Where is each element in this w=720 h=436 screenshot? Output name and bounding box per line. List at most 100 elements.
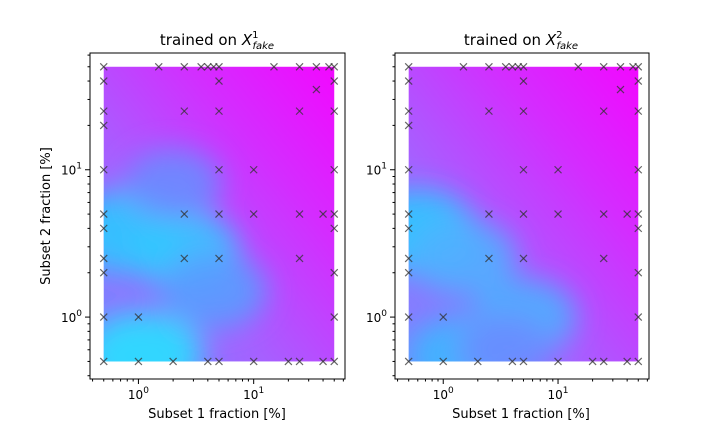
sample-point-marker <box>484 107 493 116</box>
sample-point-marker <box>249 210 258 219</box>
sample-point-marker <box>484 210 493 219</box>
subplot-1: trained on X1 fake 100 101 100 101 Subset 1 … <box>39 30 346 422</box>
sample-point-marker <box>330 210 339 219</box>
x-tick-label: 101 <box>243 386 264 402</box>
sample-point-marker <box>634 313 643 322</box>
x-tick-label: 100 <box>433 386 454 402</box>
sample-point-marker <box>330 357 339 366</box>
sample-point-marker <box>249 357 258 366</box>
sample-point-marker <box>215 254 223 263</box>
sample-point-marker <box>295 210 304 219</box>
subplot-1-ylabel: Subset 2 fraction [%] <box>39 147 54 285</box>
sample-point-marker <box>404 357 413 366</box>
sample-point-marker <box>508 357 517 366</box>
sample-point-marker <box>484 254 493 263</box>
sample-point-marker <box>599 210 608 219</box>
sample-point-marker <box>270 62 278 71</box>
sample-point-marker <box>404 313 413 322</box>
contour-low-region <box>410 220 517 297</box>
subplot-1-title: trained on X1 fake <box>160 30 274 52</box>
sample-point-marker <box>215 62 223 71</box>
sample-point-marker <box>330 313 339 322</box>
sample-point-marker <box>519 357 528 366</box>
sample-point-marker <box>312 85 321 94</box>
sample-point-marker <box>215 357 223 366</box>
sample-point-marker <box>319 210 327 219</box>
sample-point-marker <box>330 107 339 116</box>
sample-point-marker <box>134 313 143 322</box>
sample-point-marker <box>99 121 108 130</box>
sample-point-marker <box>404 121 413 130</box>
sample-point-marker <box>134 357 143 366</box>
sample-point-marker <box>404 107 413 116</box>
x-tick-label: 100 <box>128 386 149 402</box>
sample-point-marker <box>169 357 178 366</box>
x-tick-label: 101 <box>548 386 569 402</box>
y-tick-label: 100 <box>366 309 387 325</box>
sample-point-marker <box>330 77 339 85</box>
sample-point-marker <box>634 224 643 233</box>
sample-point-marker <box>554 165 562 174</box>
sample-point-marker <box>634 165 643 174</box>
sample-point-marker <box>99 210 108 219</box>
sample-point-marker <box>99 313 108 322</box>
contour-low-region <box>103 312 203 362</box>
sample-point-marker <box>295 62 304 71</box>
sample-point-marker <box>203 357 212 366</box>
sample-point-marker <box>484 62 493 71</box>
y-tick-label: 101 <box>61 162 82 178</box>
sample-point-marker <box>634 62 643 71</box>
sample-point-marker <box>439 357 448 366</box>
sample-point-marker <box>180 62 189 71</box>
sample-point-marker <box>634 77 643 85</box>
sample-point-marker <box>508 62 517 71</box>
sample-point-marker <box>295 107 304 116</box>
sample-point-marker <box>501 62 510 71</box>
sample-point-marker <box>203 62 212 71</box>
sample-point-marker <box>616 62 625 71</box>
sample-point-marker <box>215 165 223 174</box>
sample-point-marker <box>330 62 339 71</box>
sample-point-marker <box>404 77 413 85</box>
subplot-1-xlabel: Subset 1 fraction [%] <box>148 407 286 422</box>
sample-point-marker <box>588 357 597 366</box>
sample-point-marker <box>554 210 562 219</box>
sample-point-marker <box>312 62 321 71</box>
sample-point-marker <box>519 62 528 71</box>
contour-low-region <box>124 148 222 220</box>
sample-point-marker <box>623 210 632 219</box>
y-tick-label: 101 <box>366 162 387 178</box>
sample-point-marker <box>634 107 643 116</box>
sample-point-marker <box>634 268 643 277</box>
sample-point-marker <box>215 107 223 116</box>
sample-point-marker <box>404 268 413 277</box>
sample-point-marker <box>330 268 339 277</box>
sample-point-marker <box>519 254 528 263</box>
sample-point-marker <box>574 62 583 71</box>
sample-point-marker <box>519 107 528 116</box>
contour-low-region <box>457 314 555 362</box>
sample-point-marker <box>599 254 608 263</box>
sample-point-marker <box>319 357 327 366</box>
sample-point-marker <box>154 62 163 71</box>
sample-point-marker <box>215 210 223 219</box>
sample-point-marker <box>330 165 339 174</box>
sample-point-marker <box>616 85 625 94</box>
subplot-2-xlabel: Subset 1 fraction [%] <box>452 407 590 422</box>
sample-point-marker <box>99 357 108 366</box>
sample-point-marker <box>623 357 632 366</box>
sample-point-marker <box>439 313 448 322</box>
sample-point-marker <box>599 107 608 116</box>
subplot-2-frame <box>394 52 650 380</box>
sample-point-marker <box>459 62 468 71</box>
sample-point-marker <box>404 165 413 174</box>
sample-point-marker <box>295 357 304 366</box>
sample-point-marker <box>519 77 528 85</box>
sample-point-marker <box>634 357 643 366</box>
sample-point-marker <box>99 224 108 233</box>
sample-point-marker <box>180 254 189 263</box>
subplot-2: trained on X2 fake 100 101 100 101 Subset 1 … <box>366 30 650 422</box>
y-tick-label: 100 <box>61 309 82 325</box>
sample-point-marker <box>215 77 223 85</box>
